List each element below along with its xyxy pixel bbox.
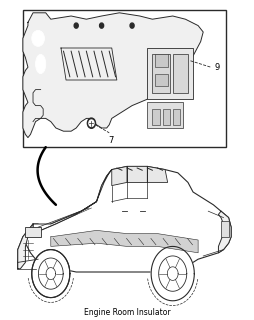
Circle shape: [130, 23, 134, 28]
Circle shape: [151, 246, 194, 301]
Circle shape: [32, 250, 70, 298]
Polygon shape: [18, 166, 231, 272]
Polygon shape: [127, 166, 147, 182]
Bar: [23, 10, 226, 147]
Bar: [152, 109, 160, 125]
Ellipse shape: [36, 54, 46, 74]
Polygon shape: [218, 211, 231, 253]
Circle shape: [74, 23, 78, 28]
Text: Engine Room Insulator: Engine Room Insulator: [84, 308, 170, 317]
Bar: [155, 74, 168, 86]
Bar: [173, 54, 188, 93]
Polygon shape: [33, 202, 97, 234]
Circle shape: [100, 23, 104, 28]
Circle shape: [87, 118, 96, 128]
Polygon shape: [8, 160, 246, 317]
Bar: [152, 54, 170, 93]
Bar: [147, 48, 193, 99]
Polygon shape: [97, 170, 112, 202]
Bar: [221, 221, 229, 237]
Text: 7: 7: [108, 136, 113, 145]
Bar: [147, 102, 183, 128]
Polygon shape: [18, 224, 33, 269]
Circle shape: [89, 120, 94, 126]
Bar: [163, 109, 170, 125]
Bar: [173, 109, 180, 125]
Circle shape: [32, 30, 44, 46]
Text: 9: 9: [215, 63, 220, 72]
Polygon shape: [112, 166, 127, 186]
Polygon shape: [23, 13, 203, 138]
Polygon shape: [51, 230, 198, 253]
Bar: [155, 54, 168, 67]
Bar: [25, 227, 41, 237]
Polygon shape: [147, 166, 168, 182]
